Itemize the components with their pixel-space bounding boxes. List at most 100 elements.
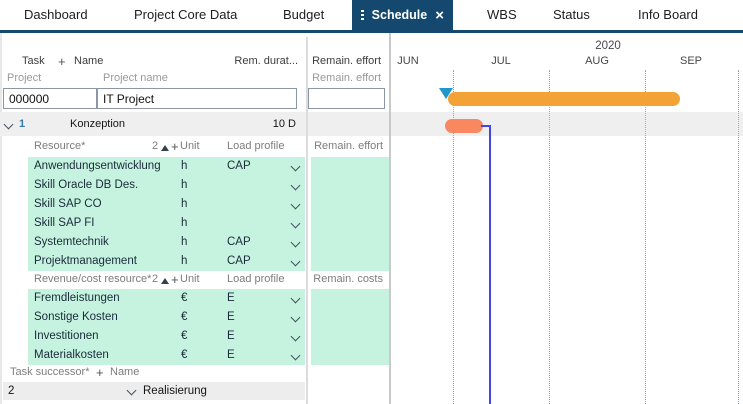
resource-row[interactable]: Projektmanagement h CAP: [0, 252, 389, 271]
cost-unit-header[interactable]: Unit: [180, 273, 200, 285]
summary-task-row-band[interactable]: [0, 112, 743, 136]
cost-load: E: [227, 349, 235, 361]
col-header-name[interactable]: Name: [74, 55, 104, 67]
project-gantt-bar[interactable]: [448, 92, 680, 106]
chevron-down-icon[interactable]: [290, 161, 301, 172]
cost-effort-col-bg: [311, 289, 389, 365]
chevron-down-icon[interactable]: [290, 237, 301, 248]
chevron-down-icon[interactable]: [126, 385, 137, 396]
cost-resource-row[interactable]: Investitionen € E: [0, 327, 389, 346]
cost-section-title[interactable]: Revenue/cost resource*: [34, 273, 152, 285]
chevron-down-icon[interactable]: [290, 293, 301, 304]
tab-dashboard[interactable]: Dashboard: [24, 7, 88, 22]
add-task-button[interactable]: +: [58, 54, 66, 69]
resource-name: Skill Oracle DB Des.: [34, 179, 139, 191]
resource-unit: h: [181, 236, 188, 248]
cost-name: Fremdleistungen: [34, 292, 120, 304]
tab-schedule[interactable]: Schedule ×: [352, 0, 453, 30]
left-border: [0, 33, 2, 404]
cost-resource-row[interactable]: Fremdleistungen € E: [0, 289, 389, 308]
chevron-down-icon[interactable]: [290, 312, 301, 323]
tab-budget[interactable]: Budget: [283, 7, 325, 22]
task-name[interactable]: Konzeption: [70, 118, 126, 130]
project-label: Project: [7, 72, 42, 84]
cost-remain-header: Remain. costs: [313, 273, 383, 285]
cost-load: E: [227, 311, 235, 323]
cost-unit: €: [181, 311, 188, 323]
project-id-input[interactable]: [3, 88, 97, 109]
col-header-task[interactable]: Task: [22, 55, 45, 67]
cost-unit: €: [181, 349, 188, 361]
chevron-down-icon[interactable]: [290, 350, 301, 361]
resource-row[interactable]: Skill SAP CO h: [0, 195, 389, 214]
cost-unit: €: [181, 292, 188, 304]
add-resource-button[interactable]: +: [171, 139, 179, 154]
resource-row[interactable]: Systemtechnik h CAP: [0, 233, 389, 252]
tab-bar: Dashboard Project Core Data Budget Sched…: [0, 0, 743, 30]
table-gantt-divider[interactable]: [389, 33, 391, 404]
project-effort-label: Remain. effort: [312, 72, 381, 84]
gantt-month-jun: JUN: [397, 55, 419, 67]
resource-name: Projektmanagement: [34, 255, 137, 267]
tab-status[interactable]: Status: [553, 7, 590, 22]
successor-name: Realisierung: [143, 385, 207, 397]
chevron-down-icon[interactable]: [290, 218, 301, 229]
cost-name: Materialkosten: [34, 349, 109, 361]
resource-name: Anwendungsentwicklung: [34, 160, 161, 172]
resource-unit-header[interactable]: Unit: [180, 140, 200, 152]
konzeption-gantt-bar[interactable]: [445, 119, 483, 133]
successor-row-band: [3, 382, 305, 400]
close-icon[interactable]: ×: [435, 6, 444, 24]
cost-load-header[interactable]: Load profile: [227, 273, 285, 285]
resource-sort-count[interactable]: 2: [152, 140, 159, 152]
cost-resource-row[interactable]: Materialkosten € E: [0, 346, 389, 365]
add-successor-button[interactable]: +: [96, 365, 104, 380]
cost-name: Sonstige Kosten: [34, 311, 118, 323]
gantt-month-jul: JUL: [491, 55, 511, 67]
successor-name-header: Name: [110, 366, 140, 378]
cost-rows-bg: [28, 289, 305, 365]
tab-info-board[interactable]: Info Board: [638, 7, 698, 22]
resource-load-header[interactable]: Load profile: [227, 140, 285, 152]
resource-row[interactable]: Skill Oracle DB Des. h: [0, 176, 389, 195]
task-duration[interactable]: 10 D: [272, 118, 296, 130]
chevron-down-icon[interactable]: [290, 256, 301, 267]
successor-section-title[interactable]: Task successor*: [10, 366, 90, 378]
resource-section-title[interactable]: Resource*: [34, 140, 86, 152]
project-effort-input[interactable]: [308, 88, 385, 109]
resource-row[interactable]: Skill SAP FI h: [0, 214, 389, 233]
project-name-input[interactable]: [97, 88, 297, 109]
sort-ascending-icon[interactable]: [161, 278, 169, 284]
sort-ascending-icon[interactable]: [161, 145, 169, 151]
resource-name: Systemtechnik: [34, 236, 109, 248]
col-header-remain-effort[interactable]: Remain. effort: [312, 55, 381, 67]
resource-unit: h: [181, 198, 188, 210]
gantt-gridline: [645, 70, 646, 404]
chevron-down-icon[interactable]: [290, 180, 301, 191]
resource-name: Skill SAP CO: [34, 198, 102, 210]
add-cost-resource-button[interactable]: +: [171, 272, 179, 287]
resource-name: Skill SAP FI: [34, 217, 95, 229]
chevron-down-icon[interactable]: [290, 199, 301, 210]
col-header-rem-duration[interactable]: Rem. durat...: [234, 55, 298, 67]
gantt-year-label: 2020: [595, 40, 621, 52]
menu-icon[interactable]: [361, 10, 364, 20]
schedule-view: Task + Name Rem. durat... Remain. effort…: [0, 33, 743, 404]
cost-resource-row[interactable]: Sonstige Kosten € E: [0, 308, 389, 327]
column-divider[interactable]: [306, 37, 308, 404]
chevron-down-icon[interactable]: [290, 331, 301, 342]
cost-unit: €: [181, 330, 188, 342]
project-start-marker-icon[interactable]: [439, 88, 453, 99]
task-number[interactable]: 1: [19, 118, 26, 130]
resource-unit: h: [181, 160, 188, 172]
dependency-link-line: [489, 125, 491, 404]
resource-load: CAP: [227, 236, 251, 248]
tab-wbs[interactable]: WBS: [487, 7, 517, 22]
project-name-label: Project name: [103, 72, 168, 84]
resource-row[interactable]: Anwendungsentwicklung h CAP: [0, 157, 389, 176]
cost-sort-count[interactable]: 2: [152, 273, 159, 285]
cost-load: E: [227, 292, 235, 304]
successor-row[interactable]: 2 Realisierung: [0, 382, 389, 400]
tab-bar-underline: [0, 30, 743, 33]
tab-project-core-data[interactable]: Project Core Data: [134, 7, 238, 22]
